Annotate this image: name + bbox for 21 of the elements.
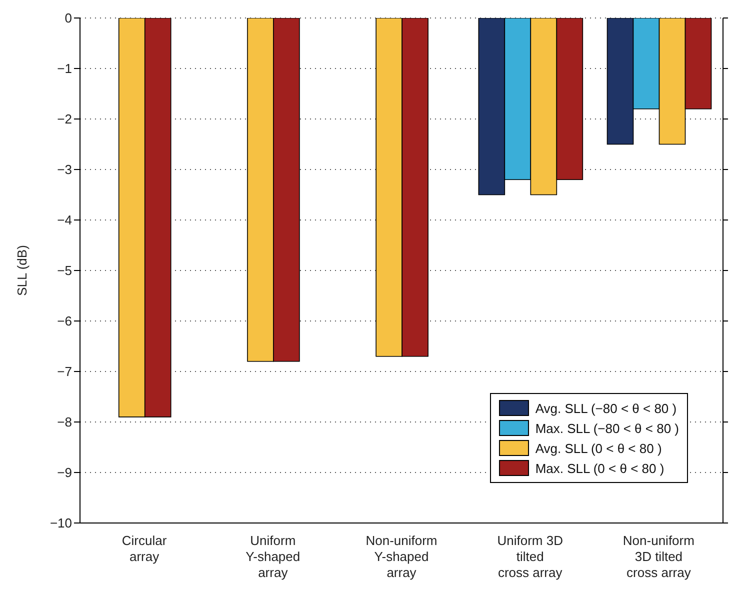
legend-label: Avg. SLL (−80 < θ < 80 ) — [535, 400, 677, 416]
x-tick-label: Uniform Y-shaped array — [246, 533, 300, 580]
y-tick-label: −1 — [57, 61, 72, 76]
y-tick-label: −4 — [57, 212, 72, 228]
y-tick-label: −9 — [57, 465, 72, 480]
y-axis-title: SLL (dB) — [14, 245, 30, 296]
y-tick-label: −5 — [57, 263, 72, 278]
x-tick-label: Non-uniform 3D tilted cross array — [622, 533, 694, 580]
x-tick-label: Circular array — [122, 533, 168, 564]
x-tick-label: Non-uniform Y-shaped array — [366, 533, 438, 580]
y-tick-label: −2 — [57, 112, 72, 127]
y-tick-label: 0 — [64, 10, 72, 26]
legend-label: Max. SLL (−80 < θ < 80 ) — [535, 420, 679, 436]
legend-label: Max. SLL (0 < θ < 80 ) — [535, 460, 664, 476]
y-tick-label: −10 — [50, 516, 72, 531]
y-tick-label: −7 — [57, 364, 72, 380]
y-tick-label: −6 — [57, 314, 72, 329]
legend-label: Avg. SLL (0 < θ < 80 ) — [535, 440, 662, 456]
y-tick-label: −3 — [57, 162, 72, 178]
y-tick-label: −8 — [57, 414, 72, 430]
x-tick-label: Uniform 3D tilted cross array — [497, 533, 563, 580]
